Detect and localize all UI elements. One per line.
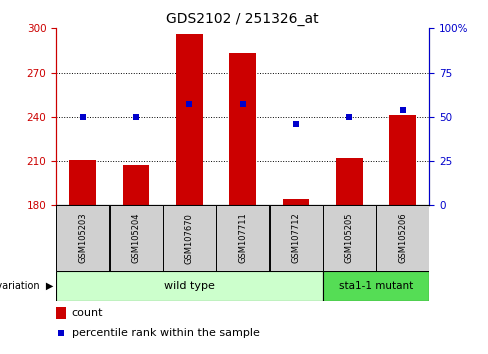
Text: percentile rank within the sample: percentile rank within the sample — [72, 328, 260, 338]
Bar — [69, 160, 96, 205]
FancyBboxPatch shape — [323, 271, 429, 301]
Bar — [56, 307, 66, 319]
Point — [346, 114, 353, 120]
Point — [185, 102, 193, 107]
Text: GSM105206: GSM105206 — [398, 213, 407, 263]
Title: GDS2102 / 251326_at: GDS2102 / 251326_at — [166, 12, 319, 26]
Text: GSM107670: GSM107670 — [185, 213, 194, 263]
Point — [132, 114, 140, 120]
Point — [57, 330, 65, 336]
Bar — [176, 34, 203, 205]
Bar — [336, 158, 363, 205]
FancyBboxPatch shape — [323, 205, 376, 271]
Point — [399, 107, 407, 113]
FancyBboxPatch shape — [216, 205, 269, 271]
Bar — [123, 166, 149, 205]
FancyBboxPatch shape — [57, 205, 109, 271]
Bar — [389, 115, 416, 205]
Bar — [283, 199, 309, 205]
FancyBboxPatch shape — [163, 205, 216, 271]
Text: wild type: wild type — [164, 281, 215, 291]
Text: genotype/variation  ▶: genotype/variation ▶ — [0, 281, 54, 291]
Bar — [229, 53, 256, 205]
FancyBboxPatch shape — [270, 205, 323, 271]
Point — [239, 102, 247, 107]
Text: GSM105205: GSM105205 — [345, 213, 354, 263]
FancyBboxPatch shape — [110, 205, 163, 271]
Point — [79, 114, 87, 120]
Text: GSM107711: GSM107711 — [238, 213, 247, 263]
FancyBboxPatch shape — [57, 271, 323, 301]
Text: GSM105204: GSM105204 — [132, 213, 141, 263]
Text: count: count — [72, 308, 103, 318]
FancyBboxPatch shape — [376, 205, 429, 271]
Point — [292, 121, 300, 127]
Text: GSM107712: GSM107712 — [292, 213, 301, 263]
Text: sta1-1 mutant: sta1-1 mutant — [339, 281, 413, 291]
Text: GSM105203: GSM105203 — [78, 213, 87, 263]
